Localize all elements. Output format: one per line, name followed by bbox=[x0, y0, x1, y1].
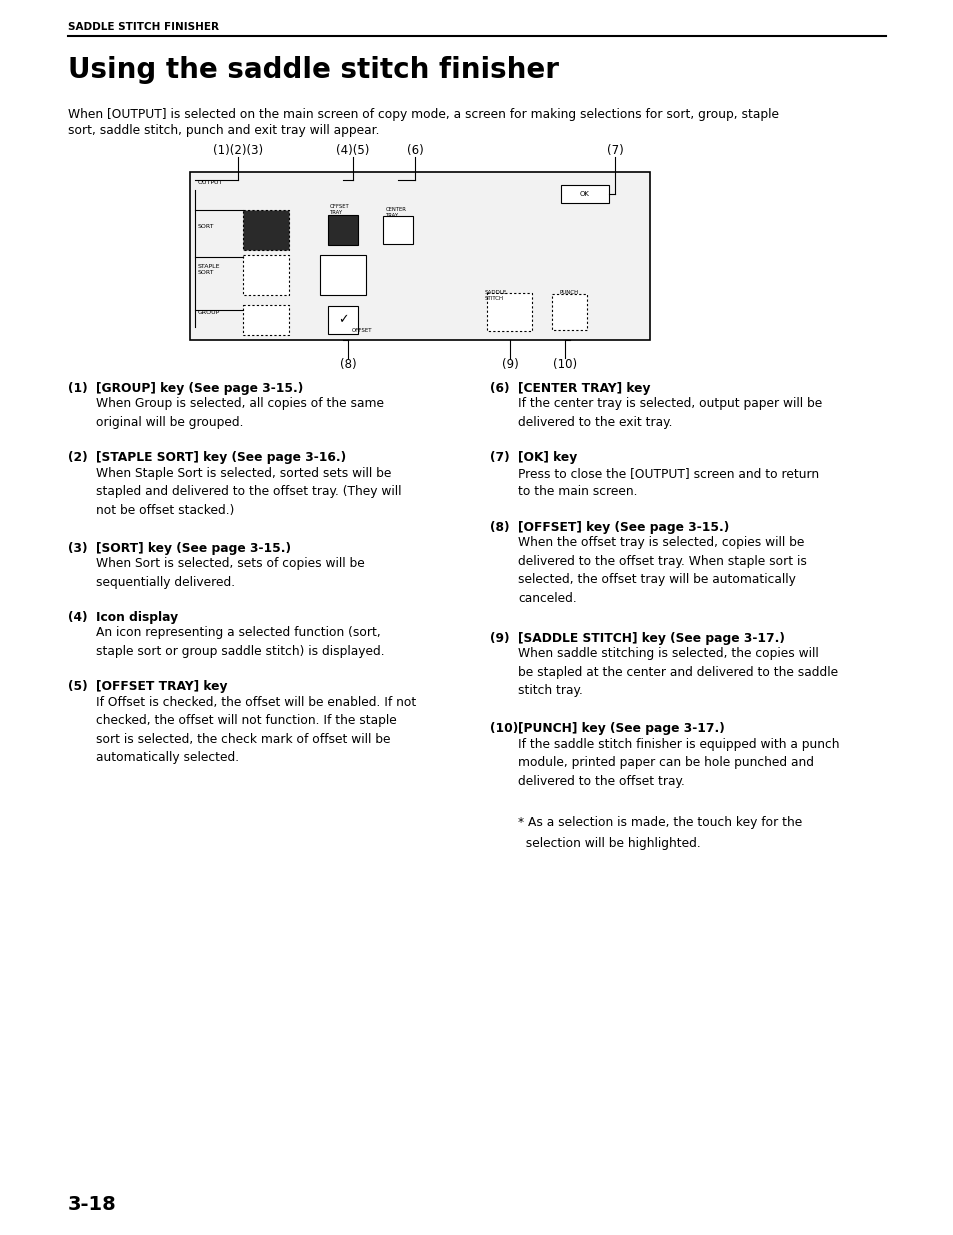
Text: (1): (1) bbox=[68, 382, 88, 395]
Text: OFFSET
TRAY: OFFSET TRAY bbox=[330, 204, 350, 215]
Text: [CENTER TRAY] key: [CENTER TRAY] key bbox=[517, 382, 650, 395]
Text: (5): (5) bbox=[68, 680, 88, 693]
Text: (4): (4) bbox=[68, 611, 88, 624]
Text: (3): (3) bbox=[68, 542, 88, 555]
Bar bbox=[190, 172, 649, 340]
Text: GROUP: GROUP bbox=[198, 310, 220, 315]
Bar bbox=[382, 216, 413, 245]
Bar bbox=[243, 254, 289, 295]
Text: SADDLE
STITCH: SADDLE STITCH bbox=[484, 290, 507, 301]
Text: sort, saddle stitch, punch and exit tray will appear.: sort, saddle stitch, punch and exit tray… bbox=[68, 124, 379, 137]
Text: PUNCH: PUNCH bbox=[559, 290, 578, 295]
Text: Using the saddle stitch finisher: Using the saddle stitch finisher bbox=[68, 56, 558, 84]
Text: CENTER
TRAY: CENTER TRAY bbox=[386, 207, 406, 217]
Text: [OFFSET] key (See page 3-15.): [OFFSET] key (See page 3-15.) bbox=[517, 521, 728, 534]
Text: [STAPLE SORT] key (See page 3-16.): [STAPLE SORT] key (See page 3-16.) bbox=[96, 451, 346, 464]
Text: When [OUTPUT] is selected on the main screen of copy mode, a screen for making s: When [OUTPUT] is selected on the main sc… bbox=[68, 107, 779, 121]
Text: (9): (9) bbox=[501, 358, 517, 370]
Text: OFFSET: OFFSET bbox=[352, 329, 372, 333]
Text: selection will be highlighted.: selection will be highlighted. bbox=[517, 836, 700, 850]
Bar bbox=[328, 306, 357, 333]
Text: (6): (6) bbox=[490, 382, 509, 395]
Text: ✓: ✓ bbox=[337, 314, 348, 326]
Bar bbox=[552, 294, 587, 330]
Text: OUTPUT: OUTPUT bbox=[198, 180, 223, 185]
Text: If the saddle stitch finisher is equipped with a punch
module, printed paper can: If the saddle stitch finisher is equippe… bbox=[517, 737, 839, 788]
Text: (9): (9) bbox=[490, 632, 509, 645]
Text: Icon display: Icon display bbox=[96, 611, 178, 624]
Text: STAPLE
SORT: STAPLE SORT bbox=[198, 264, 220, 275]
Text: When Group is selected, all copies of the same
original will be grouped.: When Group is selected, all copies of th… bbox=[96, 398, 384, 429]
Text: * As a selection is made, the touch key for the: * As a selection is made, the touch key … bbox=[517, 816, 801, 830]
Text: [PUNCH] key (See page 3-17.): [PUNCH] key (See page 3-17.) bbox=[517, 722, 724, 735]
Text: (8): (8) bbox=[490, 521, 509, 534]
Text: (10): (10) bbox=[490, 722, 517, 735]
Text: [GROUP] key (See page 3-15.): [GROUP] key (See page 3-15.) bbox=[96, 382, 303, 395]
Bar bbox=[243, 210, 289, 249]
Text: When the offset tray is selected, copies will be
delivered to the offset tray. W: When the offset tray is selected, copies… bbox=[517, 536, 806, 605]
Text: 3-18: 3-18 bbox=[68, 1195, 116, 1214]
Text: SORT: SORT bbox=[198, 224, 214, 228]
Text: SADDLE STITCH FINISHER: SADDLE STITCH FINISHER bbox=[68, 22, 219, 32]
Text: (8): (8) bbox=[339, 358, 355, 370]
Text: OK: OK bbox=[579, 191, 589, 198]
Text: (1)(2)(3): (1)(2)(3) bbox=[213, 144, 263, 157]
Text: If Offset is checked, the offset will be enabled. If not
checked, the offset wil: If Offset is checked, the offset will be… bbox=[96, 695, 416, 764]
Text: [SADDLE STITCH] key (See page 3-17.): [SADDLE STITCH] key (See page 3-17.) bbox=[517, 632, 784, 645]
Text: (6): (6) bbox=[406, 144, 423, 157]
Bar bbox=[487, 293, 532, 331]
Text: [SORT] key (See page 3-15.): [SORT] key (See page 3-15.) bbox=[96, 542, 291, 555]
Text: [OK] key: [OK] key bbox=[517, 451, 577, 464]
Text: When Staple Sort is selected, sorted sets will be
stapled and delivered to the o: When Staple Sort is selected, sorted set… bbox=[96, 467, 401, 517]
Text: (2): (2) bbox=[68, 451, 88, 464]
Text: When saddle stitching is selected, the copies will
be stapled at the center and : When saddle stitching is selected, the c… bbox=[517, 647, 838, 698]
Text: An icon representing a selected function (sort,
staple sort or group saddle stit: An icon representing a selected function… bbox=[96, 626, 384, 658]
Text: [OFFSET TRAY] key: [OFFSET TRAY] key bbox=[96, 680, 227, 693]
Text: (4)(5): (4)(5) bbox=[336, 144, 370, 157]
Bar bbox=[560, 185, 608, 203]
Bar bbox=[328, 215, 357, 245]
Bar bbox=[319, 254, 366, 295]
Text: (7): (7) bbox=[490, 451, 509, 464]
Text: Press to close the [OUTPUT] screen and to return
to the main screen.: Press to close the [OUTPUT] screen and t… bbox=[517, 467, 819, 499]
Text: When Sort is selected, sets of copies will be
sequentially delivered.: When Sort is selected, sets of copies wi… bbox=[96, 557, 364, 589]
Text: (7): (7) bbox=[606, 144, 622, 157]
Bar bbox=[243, 305, 289, 335]
Text: If the center tray is selected, output paper will be
delivered to the exit tray.: If the center tray is selected, output p… bbox=[517, 398, 821, 429]
Text: (10): (10) bbox=[553, 358, 577, 370]
